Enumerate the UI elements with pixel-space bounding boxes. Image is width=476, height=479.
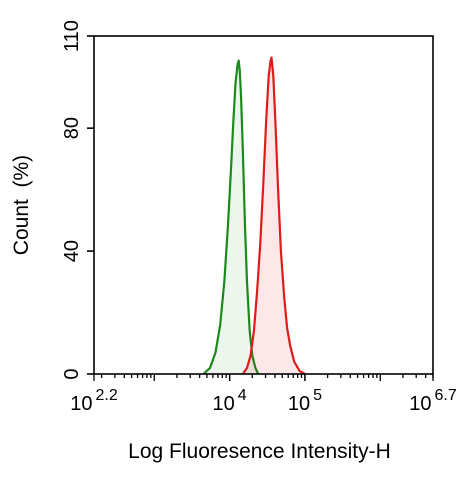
x-axis-title: Log Fluoresence Intensity-H xyxy=(128,440,391,463)
y-tick-label: 40 xyxy=(61,240,83,262)
x-tick-label: 10 2.2 xyxy=(70,387,118,415)
y-tick-label: 0 xyxy=(61,368,83,379)
y-axis-title: Count (%) xyxy=(10,155,33,255)
series-1-line xyxy=(202,59,260,375)
x-tick-label: 10 4 xyxy=(213,387,247,415)
y-axis: 0 40 80 110 xyxy=(61,20,94,380)
series-2-fill xyxy=(242,57,305,374)
plot-frame xyxy=(93,35,434,375)
y-tick-label: 110 xyxy=(61,20,83,52)
x-tick-label: 10 5 xyxy=(288,387,322,415)
x-tick-label: 10 6.7 xyxy=(409,387,457,415)
series-2-line xyxy=(241,56,306,375)
x-axis: 10 2.2 10 4 10 5 10 6.7 xyxy=(70,374,457,415)
y-tick-label: 80 xyxy=(61,117,83,139)
series-1-fill xyxy=(203,60,259,374)
plot-area xyxy=(202,56,306,375)
